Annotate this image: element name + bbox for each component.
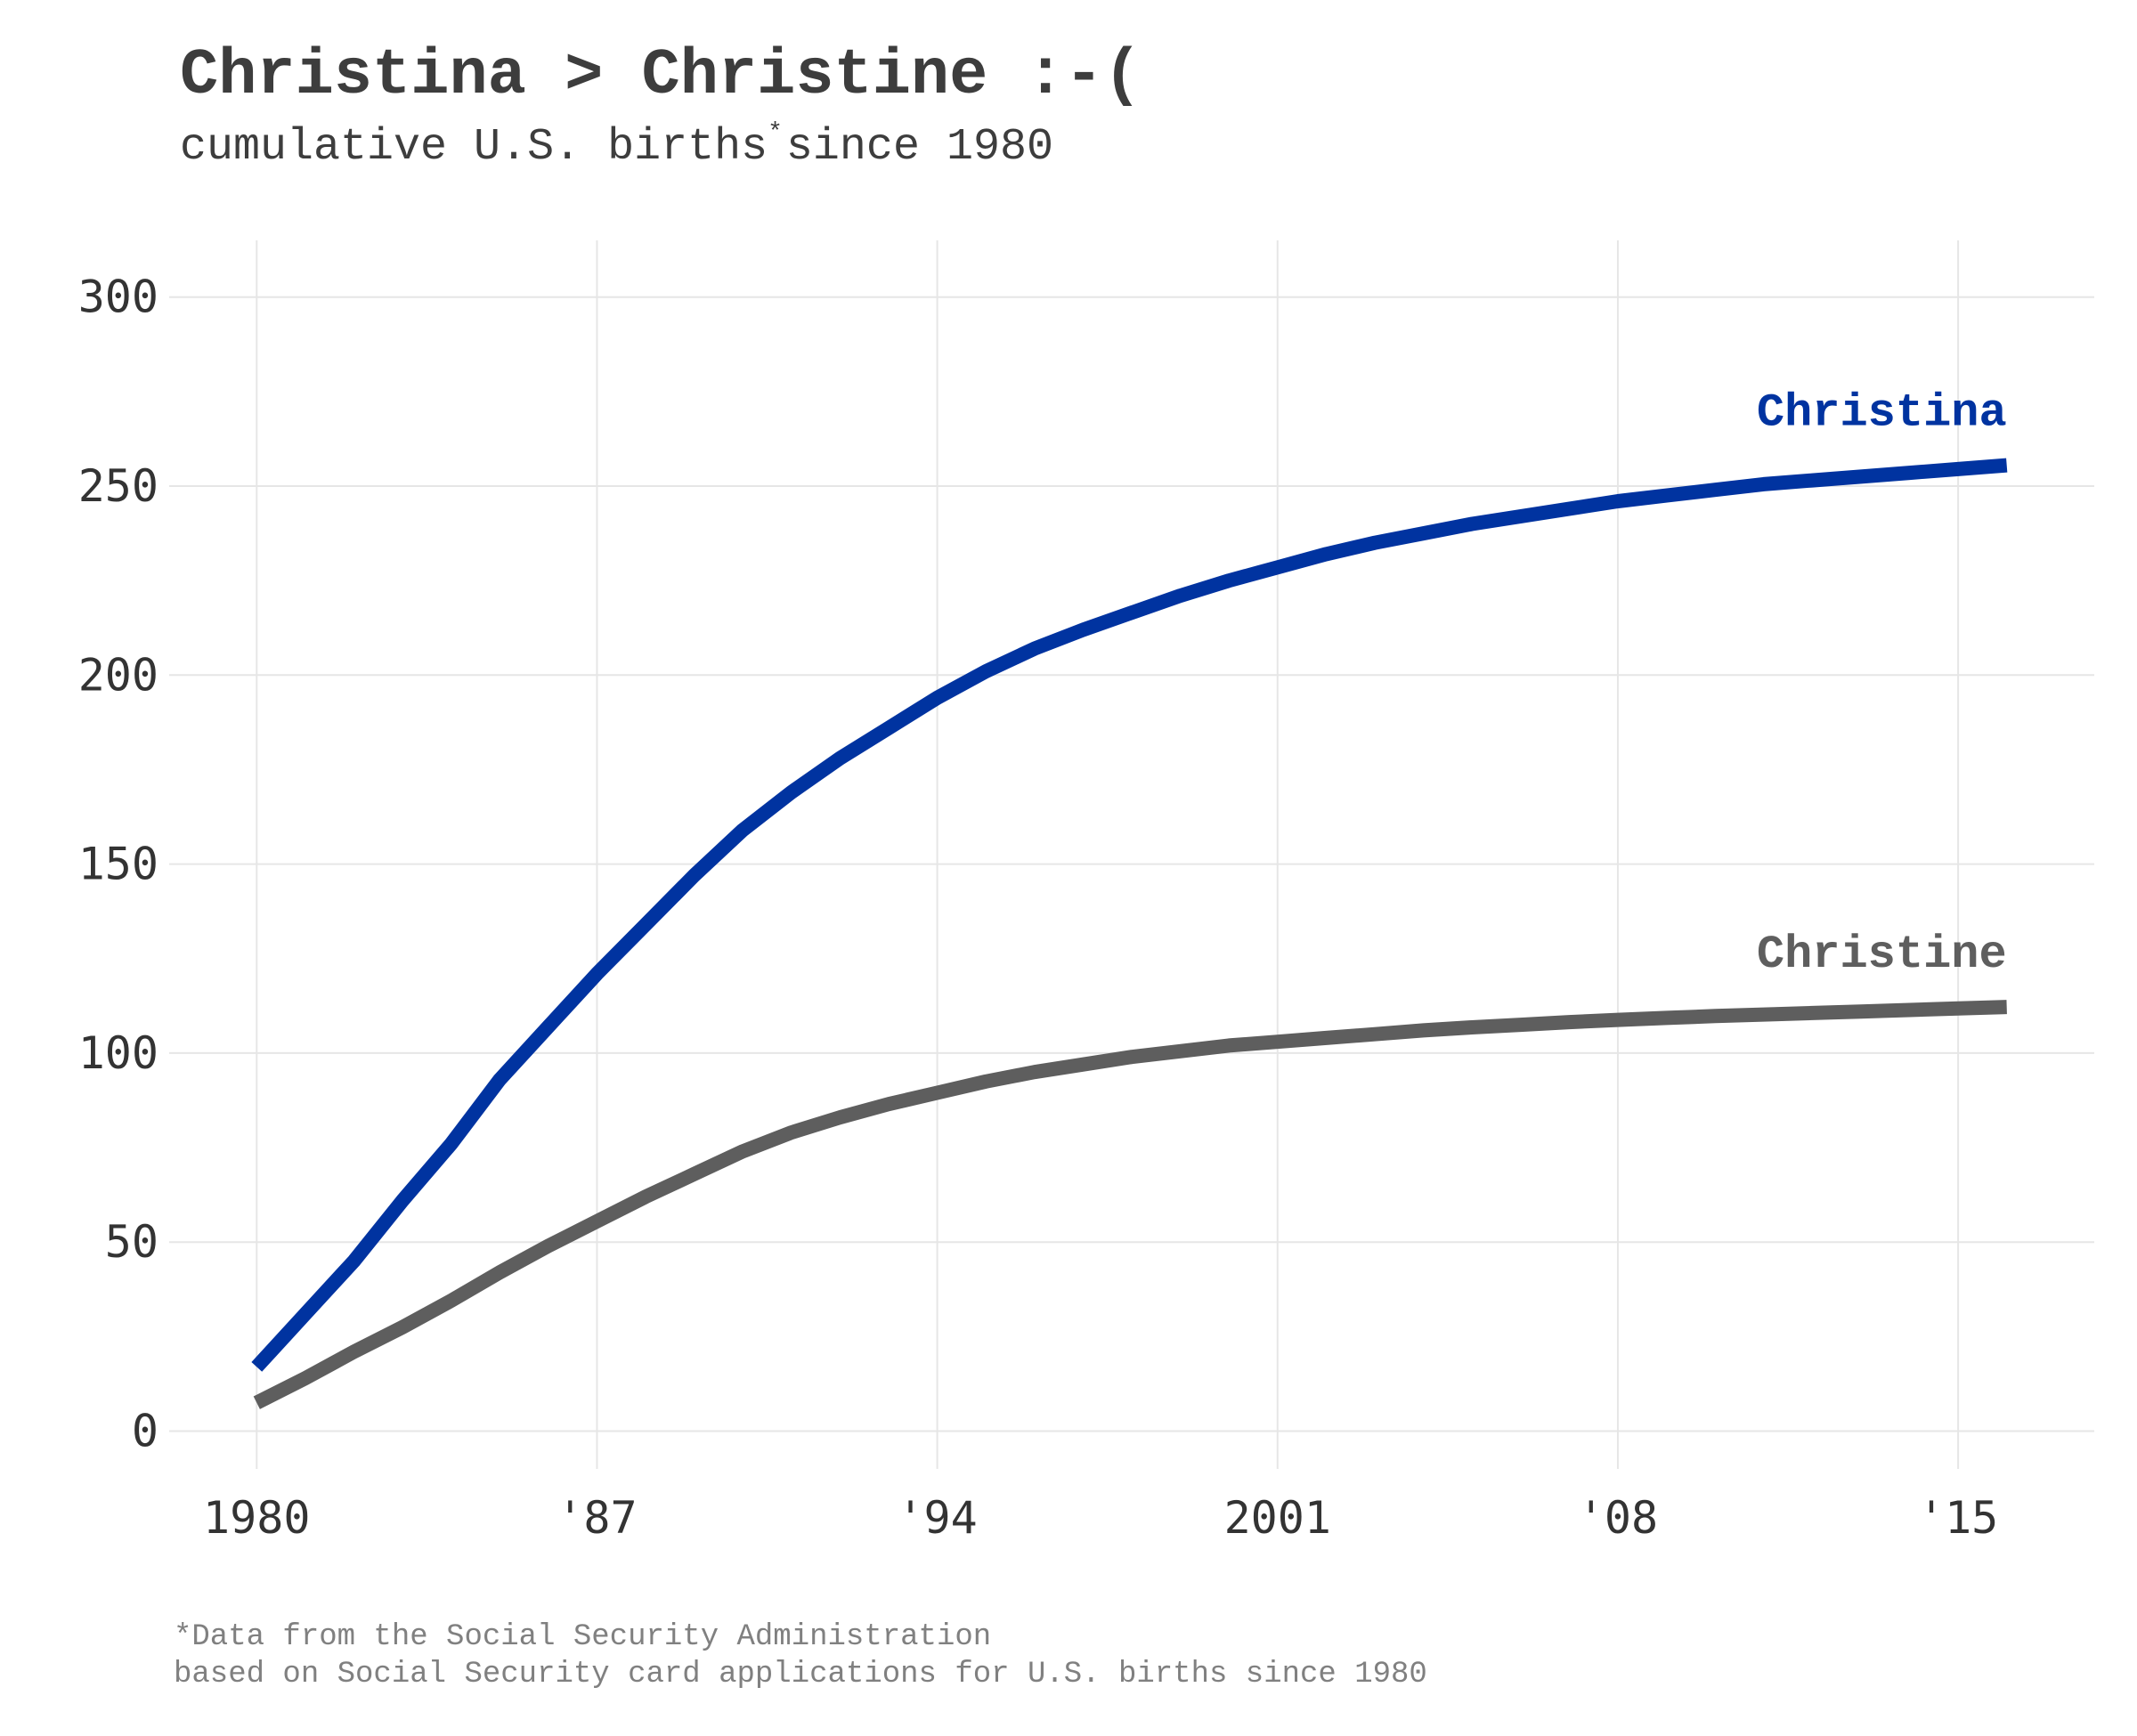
series-lines bbox=[251, 458, 2008, 1409]
chart-title: Christina > Christine :-( bbox=[180, 39, 1142, 112]
series-line-christine bbox=[253, 1000, 2007, 1409]
subtitle-footnote-marker: * bbox=[768, 119, 783, 147]
x-tick-label: '15 bbox=[1918, 1492, 1998, 1544]
chart-subtitle: cumulative U.S. births*since 1980 bbox=[180, 119, 1053, 173]
x-tick-label: '94 bbox=[897, 1492, 977, 1544]
y-tick-label: 0 bbox=[132, 1406, 158, 1457]
y-tick-label: 50 bbox=[105, 1216, 158, 1268]
y-tick-label: 300 bbox=[78, 272, 158, 323]
axis-ticks: 0 50 100 150 200 250 300 1980 '87 '94 2001 '08 '15 bbox=[78, 272, 1999, 1544]
footnote: *Data from the Social Security Administr… bbox=[174, 1618, 1427, 1693]
series-line-christina bbox=[251, 458, 2008, 1372]
x-tick-label: '87 bbox=[557, 1492, 637, 1544]
y-tick-label: 150 bbox=[78, 839, 158, 890]
y-tick-label: 250 bbox=[78, 460, 158, 512]
series-label-christine: Christine bbox=[1757, 929, 2007, 981]
footnote-line-2: based on Social Security card applicatio… bbox=[174, 1658, 1427, 1691]
x-tick-label: '08 bbox=[1578, 1492, 1658, 1544]
x-tick-label: 1980 bbox=[203, 1492, 310, 1544]
y-tick-label: 200 bbox=[78, 649, 158, 701]
subtitle-text: cumulative U.S. births bbox=[180, 122, 768, 173]
series-label-christina: Christina bbox=[1757, 387, 2007, 440]
series-labels: Christina Christine bbox=[1757, 387, 2007, 981]
subtitle-text-end: since 1980 bbox=[785, 122, 1053, 173]
footnote-line-1: *Data from the Social Security Administr… bbox=[174, 1620, 992, 1654]
x-tick-label: 2001 bbox=[1224, 1492, 1331, 1544]
y-tick-label: 100 bbox=[78, 1027, 158, 1079]
